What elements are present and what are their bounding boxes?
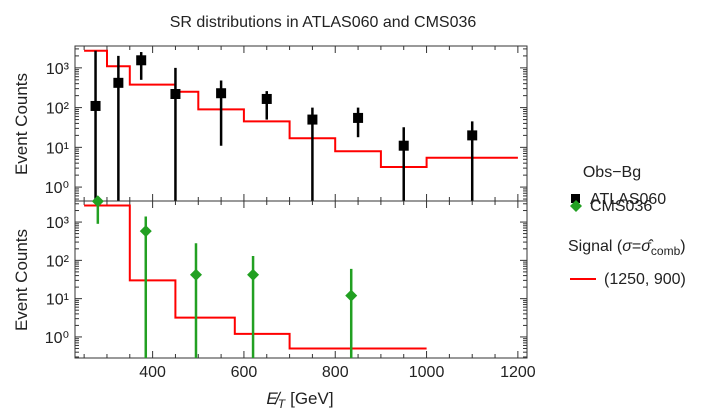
legend-signal-title-eq: = xyxy=(632,238,641,255)
data-point xyxy=(91,195,104,208)
x-tick-label: 800 xyxy=(322,364,349,381)
y-tick-label: 10³ xyxy=(46,61,70,78)
data-point xyxy=(398,140,409,151)
panel-bottom-ticks: 10⁰ 10¹ 10² 10³ 400 600 800 1000 1200 xyxy=(45,201,536,381)
data-point xyxy=(345,289,358,302)
panel-bottom-ylabel: Event Counts xyxy=(12,229,31,331)
signal-step-line xyxy=(84,204,427,350)
x-axis-label-sub: T xyxy=(278,397,287,411)
y-tick-label: 10² xyxy=(46,101,70,118)
data-point xyxy=(467,130,478,141)
data-point xyxy=(307,114,318,125)
panel-bottom: 10⁰ 10¹ 10² 10³ 400 600 800 1000 1200 Event Coun… xyxy=(12,195,536,381)
y-tick-label: 10³ xyxy=(46,215,70,232)
data-point xyxy=(247,268,260,281)
panel-top: 10⁰ 10¹ 10² 10³ Event Counts xyxy=(12,45,528,202)
legend-signal-title-pre: Signal ( xyxy=(568,238,623,255)
x-tick-label: 600 xyxy=(231,364,258,381)
data-point xyxy=(189,268,202,281)
legend-cms-label: CMS036 xyxy=(590,198,652,215)
data-point xyxy=(216,88,227,99)
x-tick-label: 1000 xyxy=(409,364,445,381)
legend-cms-marker xyxy=(570,200,582,212)
y-tick-label: 10¹ xyxy=(46,140,69,157)
data-point xyxy=(136,55,147,66)
legend-signal-title-sigmahat: σ̂ xyxy=(641,238,654,255)
legend-atlas-label: ATLAS060 xyxy=(590,191,666,208)
legend: Obs−Bg ATLAS060 CMS036 Signal (σ=σ̂comb)… xyxy=(568,164,686,288)
legend-group-signal-title: Signal (σ=σ̂comb) xyxy=(568,238,686,258)
y-tick-label: 10⁰ xyxy=(45,330,69,347)
chart-title: SR distributions in ATLAS060 and CMS036 xyxy=(170,14,477,31)
legend-signal-title-post: ) xyxy=(680,238,685,255)
data-point xyxy=(90,100,101,111)
legend-atlas-marker xyxy=(571,194,580,203)
data-point xyxy=(113,77,124,88)
y-tick-label: 10² xyxy=(46,253,70,270)
panel-top-ylabel: Event Counts xyxy=(12,73,31,175)
panel-top-marks xyxy=(84,49,518,201)
panel-top-ticks: 10⁰ 10¹ 10² 10³ xyxy=(45,46,527,201)
y-tick-label: 10¹ xyxy=(46,292,69,309)
data-point xyxy=(353,112,364,123)
data-point xyxy=(261,93,272,104)
panel-bottom-frame xyxy=(74,200,528,359)
x-axis-label-unit: [GeV] xyxy=(290,389,333,408)
y-tick-label: 10⁰ xyxy=(45,180,69,197)
x-tick-label: 400 xyxy=(139,364,166,381)
signal-step-line xyxy=(84,49,518,168)
x-tick-label: 1200 xyxy=(500,364,536,381)
legend-group-obs-title: Obs−Bg xyxy=(583,164,641,181)
x-axis-label: E̸T [GeV] xyxy=(266,389,333,411)
legend-signal-label: (1250, 900) xyxy=(604,271,686,288)
panel-top-frame xyxy=(74,45,528,202)
data-point xyxy=(139,225,152,238)
data-point xyxy=(170,88,181,99)
legend-signal-title-sub: comb xyxy=(651,244,681,258)
panel-bottom-marks xyxy=(84,195,427,358)
legend-signal-title-sigma: σ xyxy=(622,238,633,255)
